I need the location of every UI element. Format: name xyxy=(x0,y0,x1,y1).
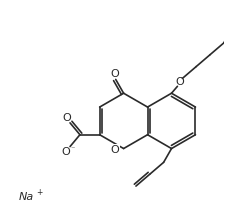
Text: O: O xyxy=(110,69,119,80)
Text: +: + xyxy=(36,188,42,198)
Text: ⁻: ⁻ xyxy=(71,144,75,153)
Text: O: O xyxy=(110,144,119,155)
Text: O: O xyxy=(62,146,70,157)
Text: O: O xyxy=(63,113,72,123)
Text: Na: Na xyxy=(19,192,34,202)
Text: O: O xyxy=(175,77,184,87)
